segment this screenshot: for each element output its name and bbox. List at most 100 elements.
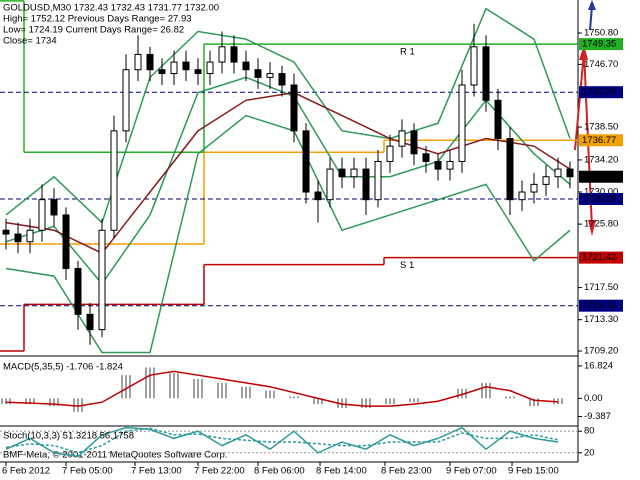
candle-body (410, 130, 418, 155)
candle-body (566, 168, 574, 178)
price-marker-label: 1732.00 (582, 171, 616, 182)
x-tick-label: 8 Feb 14:00 (316, 466, 367, 477)
stoch-main (5, 426, 559, 458)
candle-body (194, 69, 202, 75)
y-tick-label: 80 (584, 426, 595, 437)
candle-body (170, 61, 178, 75)
candle-body (38, 199, 46, 231)
x-tick-label: 6 Feb 2012 (2, 466, 50, 477)
candle-body (530, 183, 538, 193)
candle-body (374, 160, 382, 201)
y-tick-label: 1725.80 (584, 219, 618, 230)
x-tick-label: 9 Feb 15:00 (508, 466, 559, 477)
x-tick-label: 7 Feb 05:00 (62, 466, 113, 477)
pivot-label: R 1 (400, 47, 415, 58)
stoch-signal (5, 427, 559, 454)
arrow-head (579, 45, 588, 60)
candle-body (386, 145, 394, 162)
candle-body (494, 99, 502, 140)
candle-body (110, 130, 118, 231)
price-marker (579, 251, 623, 264)
candle-body (122, 69, 130, 132)
arrow-head (588, 0, 596, 10)
price-marker-label: 1749.35 (582, 39, 616, 50)
candle-body (86, 313, 94, 331)
price-marker-label: 1721.42 (582, 252, 616, 263)
y-tick-label: 0.00 (584, 393, 603, 404)
candle-body (446, 160, 454, 170)
price-marker-label: 1729.09 (582, 193, 616, 204)
candle-body (482, 46, 490, 101)
header-text: Close= 1734 (3, 36, 57, 47)
x-tick-label: 9 Feb 07:00 (446, 466, 497, 477)
candle-body (14, 233, 22, 243)
candle-body (362, 168, 370, 201)
y-tick-label: 1713.30 (584, 314, 618, 325)
candle-body (470, 46, 478, 86)
candle-body (506, 138, 514, 201)
y-tick-label: 1709.20 (584, 346, 618, 357)
y-tick-label: 20 (584, 447, 595, 458)
candle-body (326, 168, 334, 201)
x-tick-label: 7 Feb 13:00 (131, 466, 182, 477)
signal-line (5, 370, 559, 407)
candle-body (458, 84, 466, 162)
header-text: GOLDUSD,M30 1732.43 1732.43 1731.77 1732… (3, 3, 219, 14)
price-marker (579, 38, 623, 51)
forecast-arrows (574, 0, 596, 236)
candle-body (434, 160, 442, 170)
x-tick-label: 7 Feb 22:00 (194, 466, 245, 477)
candle-body (2, 229, 10, 235)
y-tick-label: 1730.00 (584, 187, 618, 198)
candle-body (206, 61, 214, 75)
candle-body (98, 229, 106, 331)
y-tick-label: 16.824 (584, 360, 613, 371)
candle-body (158, 69, 166, 75)
candle-body (74, 267, 82, 315)
candle-body (254, 69, 262, 78)
pivot-label: S 1 (400, 260, 414, 271)
y-tick-label: 1717.50 (584, 282, 618, 293)
y-tick-label: 1734.20 (584, 154, 618, 165)
candle-body (278, 73, 286, 86)
candle-body (422, 153, 430, 162)
price-marker-label: 1736.77 (582, 135, 616, 146)
candle-body (134, 53, 142, 71)
price-marker (579, 134, 623, 147)
candle-body (26, 229, 34, 243)
candle-body (302, 130, 310, 193)
candle-body (266, 73, 274, 78)
candle-body (62, 214, 70, 269)
candle-body (542, 176, 550, 185)
candle-body (242, 61, 250, 71)
candle-body (218, 46, 226, 63)
candle-body (290, 84, 298, 132)
x-tick-label: 8 Feb 06:00 (254, 466, 305, 477)
y-tick-label: 1738.50 (584, 122, 618, 133)
price-marker (579, 299, 623, 312)
x-tick-label: 8 Feb 23:00 (381, 466, 432, 477)
candle-body (146, 53, 154, 71)
candle-body (518, 191, 526, 201)
price-marker (579, 170, 623, 183)
copyright: BMF-Meta, © 2001-2011 MetaQuotes Softwar… (3, 450, 227, 461)
price-marker (579, 192, 623, 205)
header-text: High= 1752.12 Previous Days Range= 27.93 (3, 14, 192, 25)
y-tick-label: 1750.80 (584, 28, 618, 39)
header-text: Low= 1724.19 Current Days Range= 26.82 (3, 25, 184, 36)
candle-body (398, 130, 406, 147)
indicator-title: Stoch(10,3,3) 51.3218 56.1758 (3, 431, 134, 442)
candle-body (554, 168, 562, 178)
price-marker (579, 86, 623, 99)
candle-body (230, 46, 238, 63)
candle-body (350, 168, 358, 178)
candle-body (314, 191, 322, 201)
candle-body (182, 61, 190, 71)
candle-body (338, 168, 346, 178)
price-marker-label: 1715.13 (582, 300, 616, 311)
y-tick-label: 1746.70 (584, 59, 618, 70)
indicator-title: MACD(5,35,5) -1.706 -1.824 (3, 362, 123, 373)
